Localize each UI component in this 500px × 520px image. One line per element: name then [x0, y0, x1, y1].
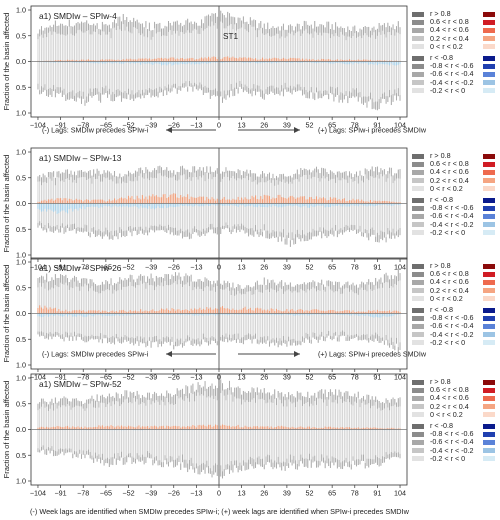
x-tick-label: −13	[190, 121, 202, 130]
x-tick-label: 52	[306, 373, 314, 382]
x-tick-label: 91	[373, 121, 381, 130]
x-tick-label: 39	[283, 121, 291, 130]
y-tick-label: 1.0	[16, 109, 26, 118]
x-tick-label: 0	[217, 121, 221, 130]
envelope-bars	[37, 10, 401, 111]
envelope-bars	[37, 379, 401, 479]
x-tick-label: 52	[306, 121, 314, 130]
y-tick-label: 0.0	[16, 309, 26, 318]
y-tick-label: 0.0	[16, 199, 26, 208]
x-tick-label: −52	[122, 263, 134, 272]
chart-panel-4: 1.00.50.00.51.0−104 −91 −78 −65 −52 −39 −26 −13…	[16, 373, 408, 498]
x-tick-label: 78	[351, 263, 359, 272]
y-tick-label: 1.0	[16, 6, 26, 15]
x-tick-label: −91	[54, 263, 66, 272]
x-tick-label: −52	[122, 121, 134, 130]
x-tick-label: −26	[168, 121, 180, 130]
x-tick-label: 13	[238, 373, 246, 382]
y-tick-label: 1.0	[16, 361, 26, 370]
x-tick-label: −104	[30, 263, 46, 272]
x-tick-label: 13	[238, 263, 246, 272]
x-tick-label: 104	[394, 373, 406, 382]
x-tick-label: −78	[77, 121, 89, 130]
y-tick-label: 1.0	[16, 148, 26, 157]
x-tick-label: 39	[283, 263, 291, 272]
x-tick-label: 78	[351, 121, 359, 130]
x-tick-label: 91	[373, 263, 381, 272]
x-tick-label: −52	[122, 373, 134, 382]
x-tick-label: −39	[145, 263, 157, 272]
chart-panel-1: 1.0 0.5 0.0 0.5 1.0 −104 −91 −78 −65 −52 −39 −26 −13…	[16, 5, 408, 130]
x-tick-label: −104	[30, 373, 46, 382]
x-tick-label: −13	[190, 263, 202, 272]
x-tick-label: −13	[190, 373, 202, 382]
y-tick-label: 0.5	[16, 283, 26, 292]
x-tick-label: −26	[168, 373, 180, 382]
y-tick-label: 0.5	[16, 83, 26, 92]
x-tick-label: 26	[260, 373, 268, 382]
x-tick-label: 39	[283, 373, 291, 382]
y-tick-label: 0.5	[16, 173, 26, 182]
x-tick-label: 52	[306, 263, 314, 272]
x-tick-label: −104	[30, 121, 46, 130]
y-tick-label: 0.0	[16, 57, 26, 66]
x-tick-label: −65	[100, 263, 112, 272]
y-tick-label: 1.0	[16, 251, 26, 260]
x-tick-label: 26	[260, 121, 268, 130]
x-tick-label: 78	[351, 373, 359, 382]
y-tick-label: 0.5	[16, 335, 26, 344]
x-tick-label: 26	[260, 263, 268, 272]
x-tick-label: −26	[168, 263, 180, 272]
y-tick-label: 0.5	[16, 225, 26, 234]
y-tick-label: 0.5	[16, 31, 26, 40]
chart-panel-3: 1.0 0.5 0.0 0.5 1.0 −104 −91 −78 −65 −52 −39 −26 −13…	[16, 257, 408, 382]
x-tick-label: 104	[394, 263, 406, 272]
x-tick-label: −91	[54, 121, 66, 130]
x-tick-label: 13	[238, 121, 246, 130]
x-tick-label: 65	[328, 373, 336, 382]
envelope-bars	[37, 165, 401, 247]
panel-title: a1) SMDIw – SPIw-4	[39, 11, 117, 21]
panel-annotation: ST1	[223, 32, 238, 41]
panel-title: a1) SMDIw – SPIw-13	[39, 153, 122, 163]
x-tick-label: 65	[328, 121, 336, 130]
x-tick-label: −39	[145, 121, 157, 130]
x-tick-label: −78	[77, 263, 89, 272]
x-tick-label: −91	[54, 373, 66, 382]
x-tick-label: −65	[100, 373, 112, 382]
x-tick-label: −65	[100, 121, 112, 130]
panel-title: a1) SMDIw – SPIw-26	[39, 263, 122, 273]
x-tick-label: −39	[145, 373, 157, 382]
x-tick-label: 91	[373, 373, 381, 382]
chart-panel-2: 1.0 0.5 0.0 0.5 1.0 −104 −91 −78 −65 −52 −39 −26 −13…	[16, 147, 408, 272]
x-tick-label: 65	[328, 263, 336, 272]
y-tick-label: 1.0	[16, 258, 26, 267]
x-tick-label: 104	[394, 121, 406, 130]
x-tick-label: −78	[77, 373, 89, 382]
